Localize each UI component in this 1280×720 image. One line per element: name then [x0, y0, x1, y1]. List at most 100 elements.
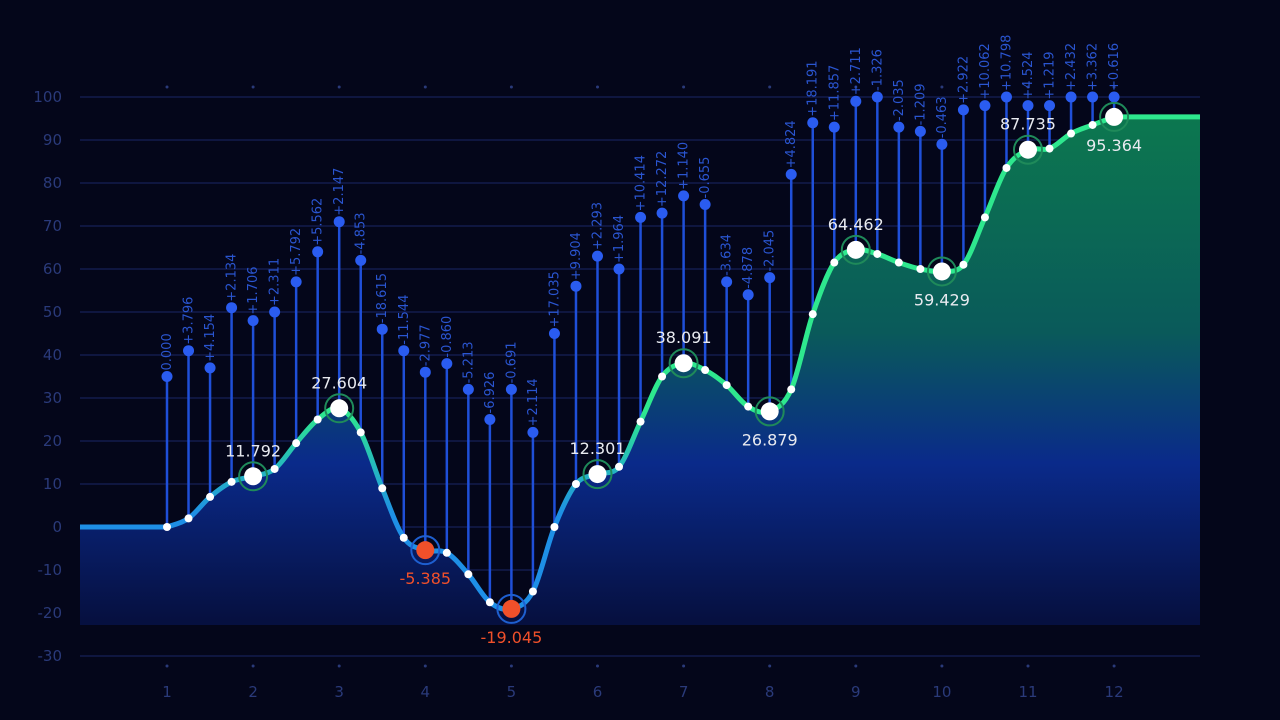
x-bottom-dot [165, 664, 169, 668]
y-tick-label: 80 [43, 174, 62, 192]
stem-label: +17.035 [547, 271, 562, 327]
x-bottom-dot [251, 664, 255, 668]
x-bottom-dot [768, 664, 772, 668]
x-bottom-dot [682, 664, 686, 668]
x-bottom-dot [854, 664, 858, 668]
curve-point [1088, 120, 1097, 129]
stem-head [226, 302, 238, 314]
key-point-ring [1099, 101, 1130, 132]
stem-label: +1.964 [612, 215, 627, 263]
stems: 0.000 +3.796 +4.154 +2.134 +1.706 +2.311 +5.79… [160, 35, 1122, 609]
stem-head [871, 91, 883, 103]
stem-label: +10.798 [999, 35, 1014, 91]
stem-head [1000, 91, 1012, 103]
stem-head [678, 190, 690, 202]
stem-label: +3.796 [182, 297, 197, 345]
stem-head [570, 280, 582, 292]
x-top-dot [768, 85, 772, 89]
key-point-label: 64.462 [828, 215, 884, 234]
stem-label: +2.293 [591, 202, 606, 250]
curve-point [1045, 144, 1054, 153]
key-point-label: 26.879 [742, 430, 798, 449]
key-point-label: 95.364 [1086, 136, 1142, 155]
curve-point [722, 381, 731, 390]
stem-head [764, 272, 776, 284]
stem-label: +2.147 [332, 168, 347, 216]
curve-point [442, 548, 451, 557]
key-point-marker [846, 240, 865, 259]
key-point-marker [416, 541, 435, 560]
key-point-label: 11.792 [225, 441, 281, 460]
curve-point [744, 402, 753, 411]
stem-label: +2.311 [268, 258, 283, 306]
y-tick-label: 60 [43, 260, 62, 278]
key-point-marker [760, 402, 779, 421]
stem-label: +5.792 [289, 228, 304, 276]
y-tick-label: 50 [43, 303, 62, 321]
key-point-ring [582, 459, 613, 490]
stem-label: +1.140 [677, 142, 692, 190]
curve-point [1002, 163, 1011, 172]
curve-point [464, 570, 473, 579]
curve-point [873, 249, 882, 258]
stem-head [312, 246, 324, 258]
x-bottom-dot [1112, 664, 1116, 668]
stem-label: -0.655 [698, 157, 713, 199]
key-point-label: 87.735 [1000, 115, 1056, 134]
stem-label: +2.922 [956, 56, 971, 104]
stem-label: -4.853 [354, 212, 369, 254]
stem-label: 0.000 [160, 333, 175, 370]
stem-label: -3.634 [720, 234, 735, 276]
stem-head [613, 263, 625, 275]
stem-label: -0.860 [440, 316, 455, 358]
stem-head [957, 104, 969, 116]
curve-point [184, 514, 193, 523]
x-bottom-dot [509, 664, 513, 668]
key-point-marker [674, 354, 693, 373]
stem-label: -0.463 [935, 96, 950, 138]
curve-point [378, 484, 387, 493]
x-tick-label: 6 [593, 683, 603, 701]
stem-label: -2.977 [418, 324, 433, 366]
curve-point [701, 366, 710, 375]
x-tick-label: 7 [679, 683, 689, 701]
stem-head [1044, 100, 1056, 112]
stem-label: -18.615 [375, 273, 390, 323]
stem-head [441, 358, 453, 370]
stem-head [484, 414, 496, 425]
area-fill [80, 116, 1200, 625]
curve-point [808, 310, 817, 319]
y-tick-label: 70 [43, 217, 62, 235]
x-top-dot [251, 85, 255, 89]
key-points: 11.792 27.604 -5.385 -19.045 12.301 38.091 26.… [225, 101, 1142, 647]
stem-head [914, 125, 926, 137]
curve-point [1067, 129, 1076, 138]
key-point-label: 59.429 [914, 290, 970, 309]
key-point-marker [330, 399, 349, 418]
key-point-marker [1105, 107, 1124, 126]
key-point-ring [840, 234, 871, 265]
stem-label: +11.857 [827, 65, 842, 121]
x-bottom-dot [596, 664, 599, 668]
key-point-ring [410, 535, 441, 566]
x-top-dot [337, 85, 341, 89]
stem-head [807, 117, 819, 129]
curve-point [571, 480, 580, 488]
stem-head [204, 362, 216, 374]
curve-point [894, 258, 903, 267]
stem-head [355, 254, 367, 266]
curve-point [658, 372, 667, 381]
y-tick-label: -30 [38, 647, 63, 665]
key-point-marker [502, 599, 521, 618]
x-top-dot [165, 85, 169, 89]
stem-label: +18.191 [806, 60, 821, 116]
stem-head [161, 371, 173, 382]
stem-label: +5.562 [311, 198, 326, 246]
stem-head [828, 121, 840, 133]
x-top-dot [1026, 85, 1030, 89]
x-tick-label: 12 [1105, 683, 1124, 701]
stem-label: +0.616 [1107, 43, 1122, 91]
x-axis-ticks: 1 2 3 4 5 6 7 8 9 10 11 12 [162, 85, 1124, 701]
key-point-label: 27.604 [311, 373, 367, 392]
curve-point [206, 492, 215, 501]
